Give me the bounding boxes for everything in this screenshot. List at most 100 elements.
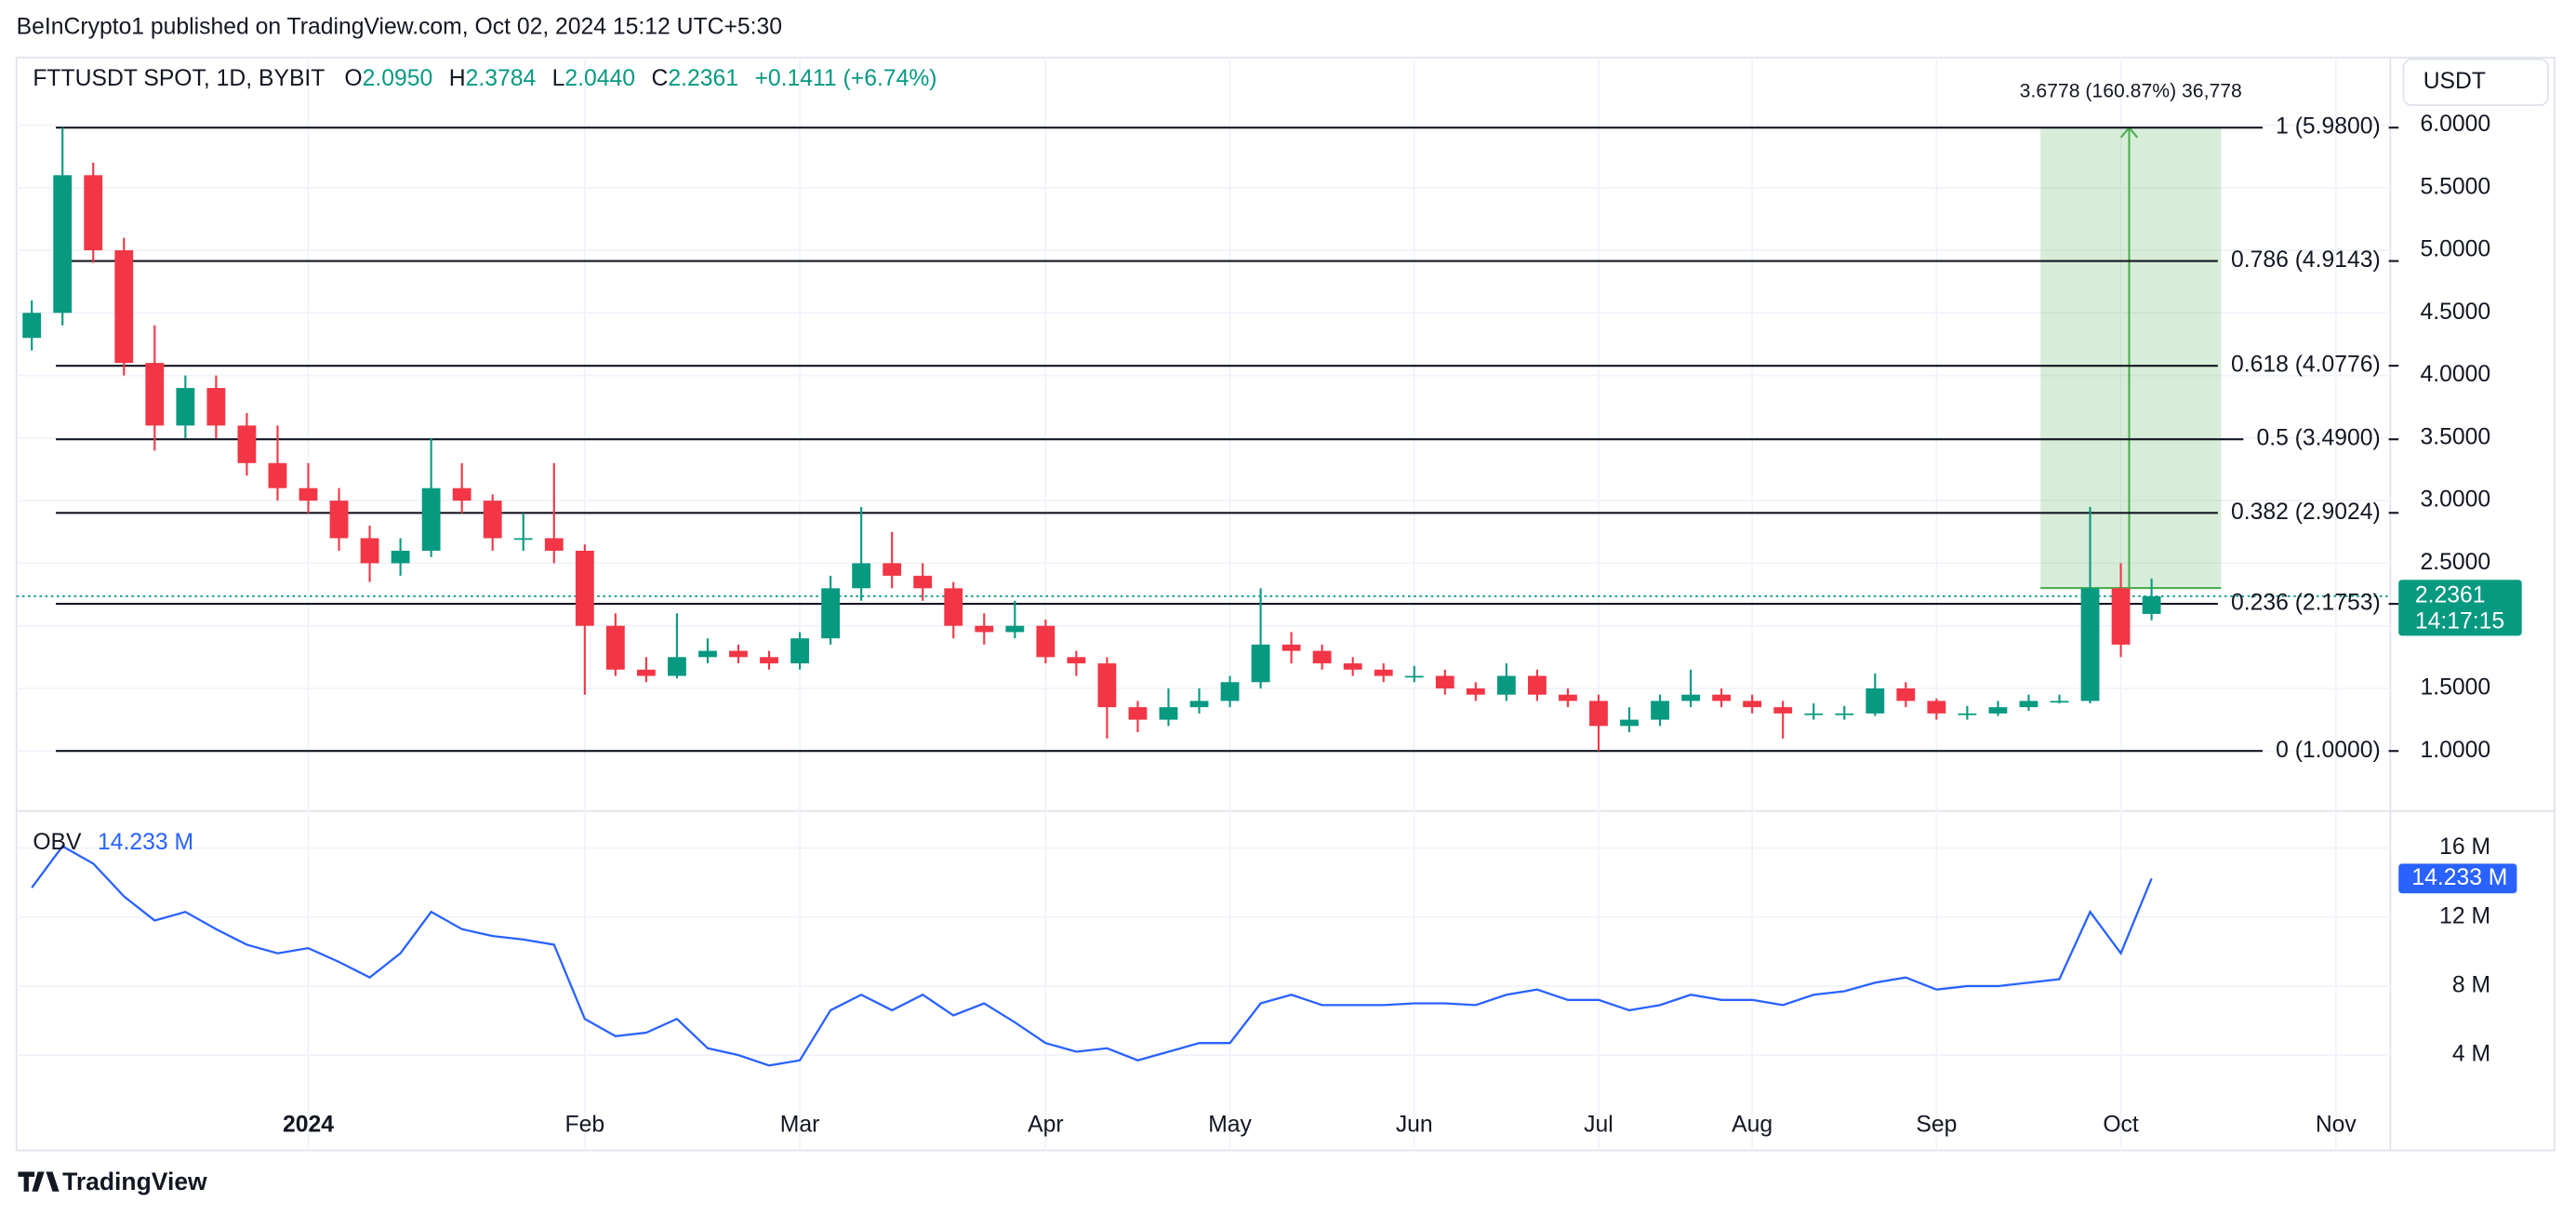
y-tick-label: 8 M: [2452, 972, 2490, 997]
candle-body: [513, 538, 533, 541]
candle-body: [944, 588, 963, 626]
candle-body: [1958, 713, 1977, 715]
candle-body: [1189, 701, 1209, 708]
candle-body: [760, 657, 778, 664]
obv-title: OBV: [33, 830, 82, 855]
candle-body: [145, 363, 165, 426]
obv-badge-label: 14.233 M: [2411, 865, 2507, 890]
y-tick-label: 3.5000: [2421, 424, 2491, 449]
measure-zone: [2040, 127, 2222, 589]
candle-body: [698, 650, 717, 658]
last-price-badge: [2398, 580, 2522, 636]
candle-body: [1159, 707, 1178, 720]
x-tick-label: Oct: [2103, 1113, 2139, 1138]
x-tick-label: Apr: [1028, 1113, 1063, 1138]
symbol: FTTUSDT SPOT, 1D, BYBIT: [33, 65, 325, 90]
obv-line: [31, 845, 2153, 1067]
candle-body: [391, 550, 410, 564]
candle-body: [1281, 644, 1301, 651]
currency-button[interactable]: [2402, 58, 2549, 106]
obv-legend: OBV 14.233 M: [33, 830, 193, 855]
candle-body: [883, 563, 902, 576]
footer-brand: TradingView: [62, 1168, 207, 1195]
candle-body: [1496, 675, 1516, 695]
candle-body: [821, 588, 841, 639]
y-tick-label: 1.0000: [2421, 738, 2491, 763]
x-tick-label: Feb: [565, 1113, 605, 1138]
x-tick-label: 2024: [283, 1113, 334, 1138]
x-tick-label: Aug: [1732, 1113, 1773, 1138]
candle-body: [1097, 663, 1117, 708]
legend-l: L: [552, 65, 565, 90]
candle-body: [544, 538, 564, 551]
candle-body: [1988, 707, 2008, 714]
fib-label: 1 (5.9800): [2276, 114, 2381, 140]
x-tick-label: Mar: [780, 1113, 820, 1138]
fib-label: 0 (1.0000): [2276, 738, 2381, 763]
candle-body: [1005, 625, 1025, 633]
candle-body: [299, 487, 318, 501]
legend-open: 2.0950: [363, 65, 433, 90]
candle-body: [1620, 719, 1639, 727]
candle-body: [2142, 595, 2161, 614]
chart-frame: [15, 56, 2556, 1152]
candle-body: [268, 462, 287, 488]
candle-body: [1404, 675, 1424, 678]
candle-body: [1312, 650, 1332, 664]
candle-body: [1927, 701, 1946, 714]
y-tick-label: 5.5000: [2421, 174, 2491, 199]
candle-body: [729, 650, 748, 658]
candle-body: [237, 425, 257, 463]
candle-body: [1712, 694, 1732, 701]
legend-close: 2.2361: [668, 65, 738, 90]
legend-high: 2.3784: [466, 65, 537, 90]
candle-body: [605, 625, 625, 670]
candle-body: [421, 487, 441, 551]
candle-body: [1067, 657, 1086, 664]
candle-body: [1651, 701, 1669, 720]
candle-body: [53, 175, 73, 314]
candle-body: [1681, 694, 1700, 701]
currency-label[interactable]: USDT: [2423, 69, 2486, 94]
fib-label: 0.5 (3.4900): [2256, 426, 2380, 451]
y-tick-label: 4.0000: [2421, 362, 2491, 387]
x-tick-label: Nov: [2316, 1113, 2357, 1138]
candle-body: [852, 563, 871, 589]
tradingview-logo: [18, 1171, 60, 1192]
legend-h: H: [449, 65, 466, 90]
candle-body: [1220, 682, 1240, 701]
candle-body: [575, 550, 594, 626]
symbol-legend: FTTUSDT SPOT, 1D, BYBIT O2.0950 H2.3784 …: [33, 65, 936, 90]
last-price-label: 2.2361: [2415, 582, 2486, 608]
candle-body: [1589, 701, 1608, 727]
y-tick-label: 4 M: [2452, 1042, 2490, 1067]
candle-body: [1527, 675, 1547, 695]
grid-layer: [16, 57, 2391, 1151]
y-tick-label: 12 M: [2439, 903, 2490, 928]
measure-label: 3.6778 (160.87%) 36,778: [2020, 81, 2242, 102]
fib-label: 0.236 (2.1753): [2231, 591, 2381, 616]
countdown-label: 14:17:15: [2415, 609, 2504, 634]
candle-body: [1374, 669, 1393, 676]
y-tick-label: 1.5000: [2421, 674, 2491, 700]
obv-value: 14.233 M: [98, 830, 193, 855]
legend-c: C: [652, 65, 669, 90]
candle-body: [1466, 688, 1485, 695]
x-tick-label: Jun: [1396, 1113, 1433, 1138]
candle-body: [636, 669, 656, 676]
candle-body: [975, 625, 994, 633]
y-tick-label: 6.0000: [2421, 112, 2491, 137]
candle-body: [1866, 688, 1885, 714]
y-tick-label: 2.5000: [2421, 550, 2491, 575]
candle-body: [1343, 663, 1362, 670]
legend-low: 2.0440: [564, 65, 635, 90]
legend-change: +0.1411 (+6.74%): [754, 65, 936, 90]
candle-body: [1128, 707, 1148, 720]
candle-body: [84, 175, 103, 251]
candle-body: [1804, 713, 1824, 715]
candle-body: [2019, 701, 2038, 708]
candle-body: [1743, 701, 1762, 708]
fib-label: 0.786 (4.9143): [2231, 247, 2381, 273]
